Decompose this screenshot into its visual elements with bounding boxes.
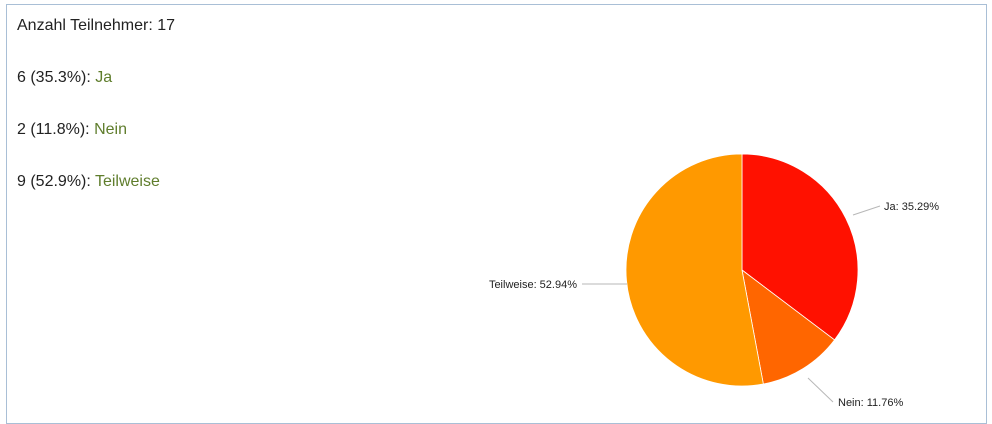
result-count: 9 (52.9%): xyxy=(17,173,91,190)
slice-label-teilweise: Teilweise: 52.94% xyxy=(489,279,577,291)
pie-slice-nein xyxy=(741,269,836,385)
participant-count: Anzahl Teilnehmer: 17 xyxy=(17,17,176,34)
result-count: 6 (35.3%): xyxy=(17,69,91,86)
result-count: 2 (11.8%): xyxy=(17,121,90,138)
result-row-nein: 2 (11.8%): Nein xyxy=(17,121,127,139)
pie-slice-teilweise xyxy=(625,153,764,387)
leader-line-nein xyxy=(807,377,834,403)
leader-line-ja xyxy=(852,205,881,216)
result-row-teilweise: 9 (52.9%): Teilweise xyxy=(17,173,160,191)
result-answer: Nein xyxy=(94,121,127,138)
result-answer: Teilweise xyxy=(94,173,160,190)
slice-label-ja: Ja: 35.29% xyxy=(884,201,939,213)
pie-slice-ja xyxy=(741,153,859,341)
result-row-ja: 6 (35.3%): Ja xyxy=(17,69,112,87)
result-answer: Ja xyxy=(95,69,113,86)
slice-label-nein: Nein: 11.76% xyxy=(838,397,903,409)
